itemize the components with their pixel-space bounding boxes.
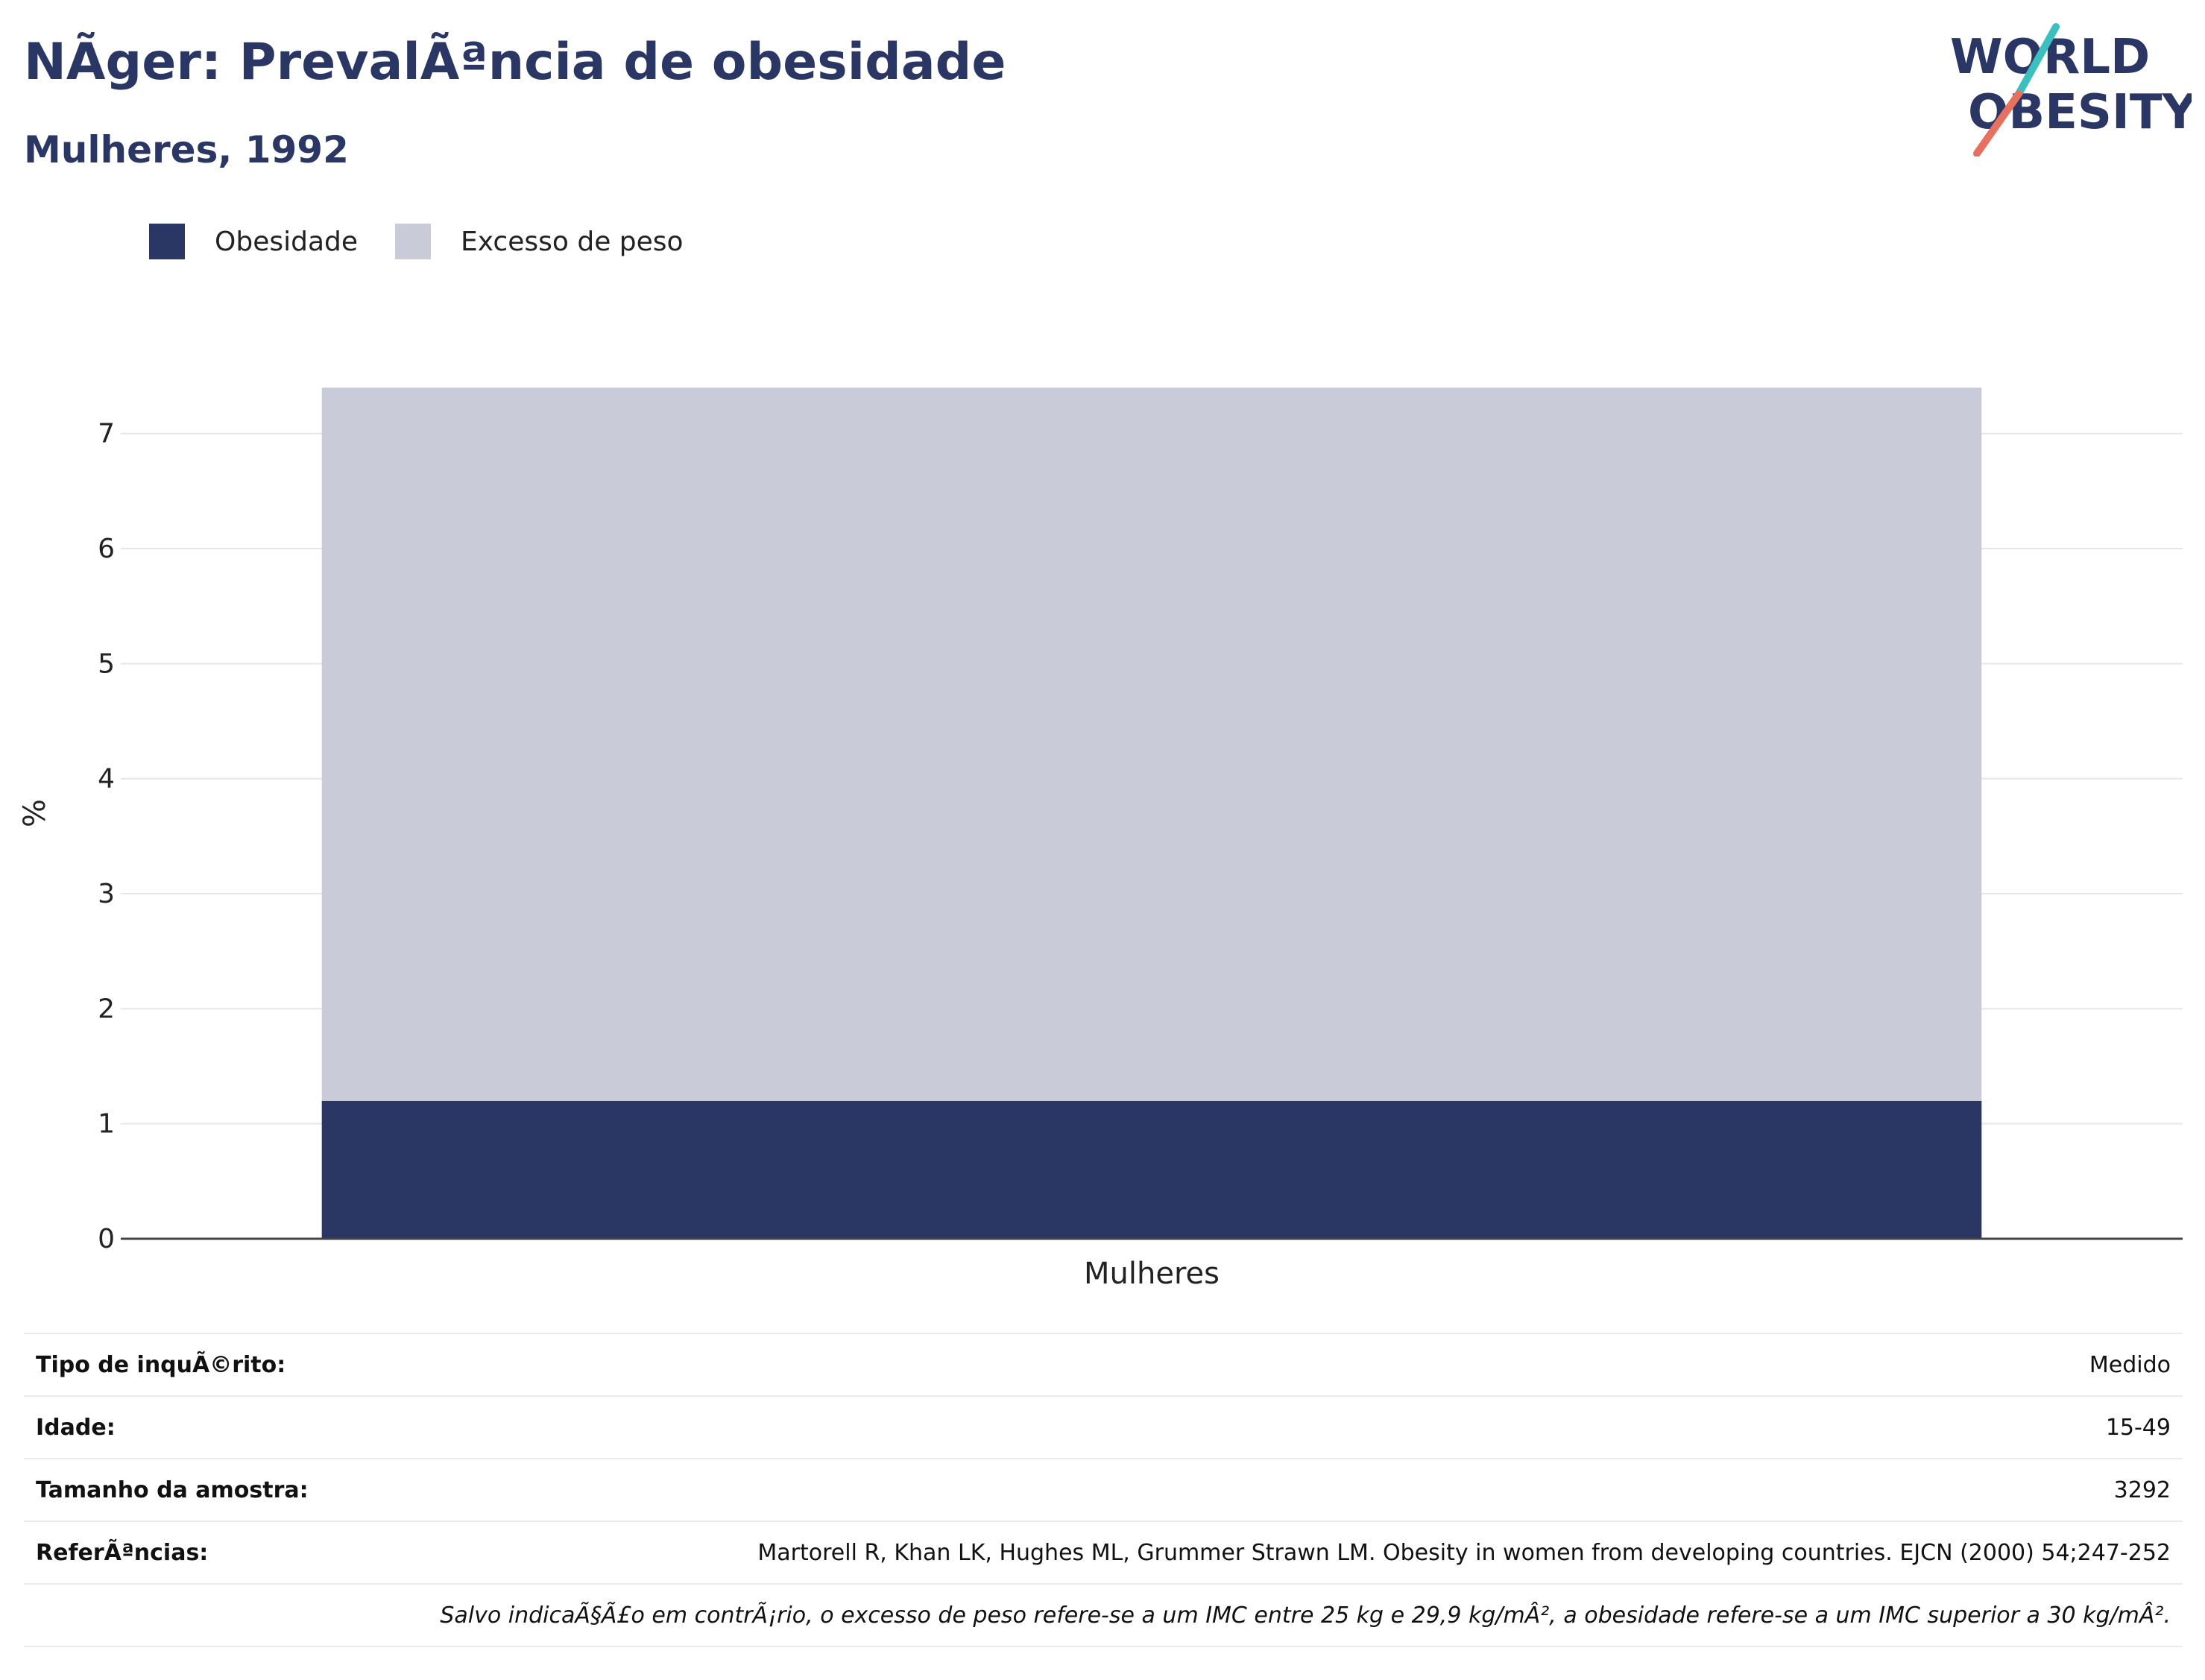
- bar-chart: 0 1 2 3 4 5 6 7 Mulheres%: [18, 388, 2183, 1291]
- y-tick-label: 7: [98, 419, 115, 449]
- y-tick-label: 1: [98, 1109, 115, 1140]
- legend-label-obesidade: Obesidade: [215, 226, 359, 257]
- y-tick-label: 0: [98, 1224, 115, 1254]
- info-row-sample-size: Tamanho da amostra: 3292: [24, 1458, 2183, 1520]
- y-tick-label: 2: [98, 994, 115, 1024]
- info-key: Tamanho da amostra:: [36, 1477, 309, 1503]
- y-tick-label: 6: [98, 534, 115, 564]
- bar-segment-obesidade: [321, 1100, 1982, 1239]
- world-obesity-logo: WORLD OBESITY: [1950, 23, 2192, 157]
- y-tick-label: 3: [98, 879, 115, 909]
- legend-swatch-obesidade: [149, 224, 185, 259]
- info-table: Tipo de inquÃ©rito: Medido Idade: 15-49 …: [24, 1333, 2183, 1647]
- info-value: Martorell R, Khan LK, Hughes ML, Grummer…: [757, 1539, 2171, 1566]
- logo-slash-bottom: [1973, 90, 2022, 157]
- info-row-age: Idade: 15-49: [24, 1395, 2183, 1458]
- x-tick-label: Mulheres: [1084, 1257, 1220, 1291]
- y-tick-label: 4: [98, 764, 115, 795]
- info-row-survey-type: Tipo de inquÃ©rito: Medido: [24, 1333, 2183, 1395]
- info-row-references: ReferÃªncias: Martorell R, Khan LK, Hugh…: [24, 1520, 2183, 1583]
- chart-legend: Obesidade Excesso de peso: [149, 224, 721, 259]
- info-key: Tipo de inquÃ©rito:: [36, 1351, 286, 1378]
- info-key: ReferÃªncias:: [36, 1539, 209, 1566]
- info-row-note: Salvo indicaÃ§Ã£o em contrÃ¡rio, o exces…: [24, 1583, 2183, 1647]
- legend-item-obesidade[interactable]: Obesidade: [149, 224, 358, 259]
- legend-swatch-excesso-de-peso: [395, 224, 432, 259]
- footnote: Salvo indicaÃ§Ã£o em contrÃ¡rio, o exces…: [440, 1602, 2171, 1629]
- info-value: Medido: [2089, 1351, 2171, 1378]
- info-key: Idade:: [36, 1414, 116, 1441]
- bar-segment-excesso-de-peso: [321, 388, 1982, 1101]
- legend-label-excesso-de-peso: Excesso de peso: [461, 226, 684, 257]
- page-title: NÃger: PrevalÃªncia de obesidade: [24, 33, 1006, 92]
- y-tick-label: 5: [98, 648, 115, 679]
- legend-item-excesso-de-peso[interactable]: Excesso de peso: [395, 224, 684, 259]
- info-value: 3292: [2113, 1477, 2171, 1503]
- y-axis-title: %: [18, 799, 52, 827]
- page-subtitle: Mulheres, 1992: [24, 128, 349, 171]
- logo-slash-top: [2015, 23, 2060, 98]
- info-value: 15-49: [2105, 1414, 2171, 1441]
